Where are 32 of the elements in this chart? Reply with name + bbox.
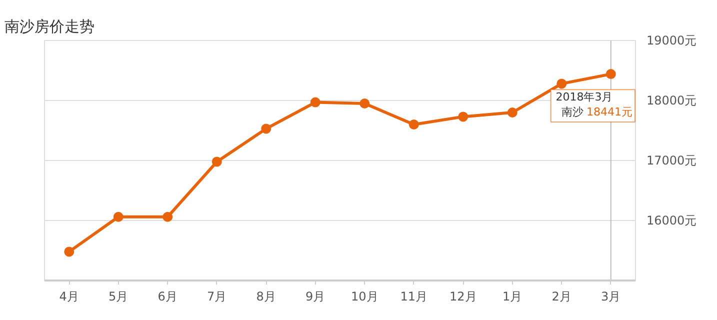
y-tick-label: 17000元 (646, 154, 697, 168)
x-tick-label: 10月 (350, 290, 378, 304)
point (162, 212, 173, 222)
x-tick-label: 8月 (256, 290, 276, 304)
x-tick-label: 1月 (502, 290, 522, 304)
x-tick-label: 5月 (108, 290, 128, 304)
point (360, 98, 370, 108)
point (212, 156, 222, 167)
point (310, 97, 320, 108)
x-tick-label: 11月 (400, 290, 428, 304)
x-tick-label: 6月 (158, 290, 178, 304)
chart-title: 南沙房价走势 (4, 18, 94, 36)
annotation: 2018年3月 (556, 90, 613, 104)
point (556, 78, 567, 89)
y-tick-label: 16000元 (646, 214, 697, 228)
point (458, 112, 468, 122)
data-label: 18441元 (586, 105, 633, 118)
series-label: 南沙 (562, 105, 584, 118)
y-tick-label: 18000元 (646, 94, 697, 108)
point (261, 124, 272, 134)
x-tick-label: 3月 (601, 290, 621, 304)
point (507, 108, 518, 118)
x-tick-label: 9月 (306, 290, 326, 304)
x-tick-label: 12月 (449, 290, 477, 304)
point (113, 212, 124, 222)
y-tick-label: 19000元 (646, 34, 697, 48)
x-tick-label: 2月 (552, 290, 572, 304)
point (408, 120, 419, 130)
x-tick-label: 4月 (59, 290, 79, 304)
point (606, 69, 616, 80)
x-tick-label: 7月 (207, 290, 227, 304)
point (64, 246, 74, 257)
